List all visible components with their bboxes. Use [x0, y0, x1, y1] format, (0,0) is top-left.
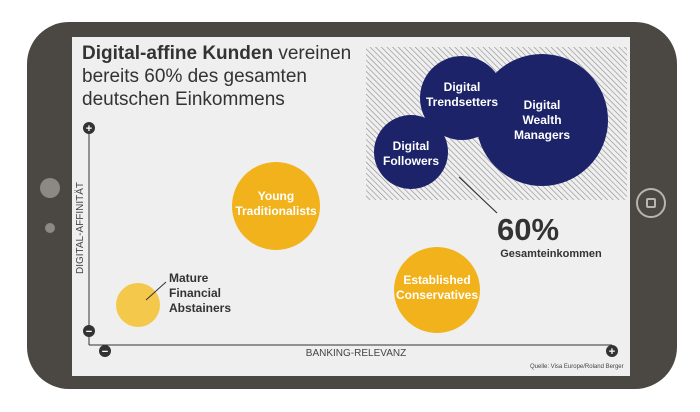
label-digital-trendsetters-1: Digital [444, 80, 481, 94]
title-rest: vereinen bereits 60% des gesamten deutsc… [82, 43, 352, 110]
callout-label: Gesamteinkommen [500, 248, 602, 260]
y-axis-label: DIGITAL-AFFINITÄT [74, 182, 86, 274]
sensor-icon [45, 223, 55, 233]
label-mature-financial-abstainers-2: Financial [169, 286, 221, 300]
label-mature-financial-abstainers-1: Mature [169, 271, 209, 285]
bubble-digital-wealth-managers [476, 54, 608, 186]
camera-icon [40, 178, 60, 198]
label-established-conservatives-1: Established [403, 273, 470, 287]
label-young-traditionalists-1: Young [258, 189, 294, 203]
x-axis-label: BANKING-RELEVANZ [306, 348, 406, 359]
label-digital-followers-2: Followers [383, 154, 439, 168]
y-axis-plus-glyph: + [86, 123, 92, 135]
bubble-established-conservatives [394, 247, 480, 333]
bubble-digital-followers [374, 115, 448, 189]
home-button[interactable] [636, 188, 666, 218]
label-digital-wealth-managers-3: Managers [514, 128, 570, 142]
bubble-labels: Digital Trendsetters Digital Wealth Mana… [169, 80, 570, 315]
callout-line [458, 176, 498, 214]
label-digital-wealth-managers-1: Digital [524, 98, 561, 112]
x-axis-plus-icon [606, 345, 618, 357]
y-axis-minus-icon [83, 325, 95, 337]
abstainers-leader-line [145, 281, 167, 301]
page-title: Digital-affine Kunden vereinen bereits 6… [82, 42, 362, 111]
bubble-young-traditionalists [232, 162, 320, 250]
x-axis-minus-glyph: − [102, 346, 108, 358]
label-digital-wealth-managers-2: Wealth [522, 113, 561, 127]
label-mature-financial-abstainers-3: Abstainers [169, 301, 231, 315]
label-young-traditionalists-2: Traditionalists [235, 204, 317, 218]
y-axis-plus-icon [83, 122, 95, 134]
callout-value: 60% [497, 212, 559, 247]
y-axis-minus-glyph: − [86, 326, 92, 338]
source-note: Quelle: Visa Europe/Roland Berger [530, 364, 624, 370]
bubble-digital-trendsetters [420, 56, 504, 140]
home-square-icon [646, 198, 656, 208]
x-axis-plus-glyph: + [609, 346, 615, 358]
label-digital-trendsetters-2: Trendsetters [426, 95, 498, 109]
title-bold: Digital-affine Kunden [82, 43, 274, 64]
x-axis-minus-icon [99, 345, 111, 357]
label-established-conservatives-2: Conservatives [396, 288, 478, 302]
label-digital-followers-1: Digital [393, 139, 430, 153]
bubble-mature-financial-abstainers [116, 283, 160, 327]
